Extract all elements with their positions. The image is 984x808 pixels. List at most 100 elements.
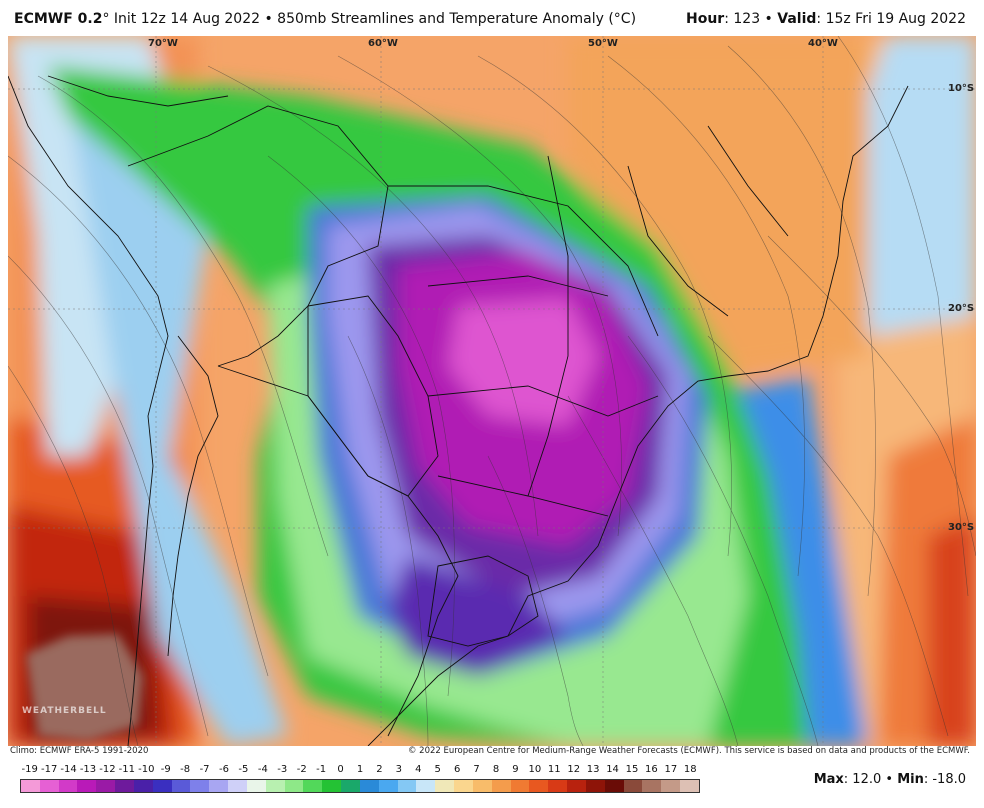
color-scale-tick-label: -4 [257, 764, 268, 775]
color-swatch [491, 780, 511, 792]
color-swatch [604, 780, 624, 792]
color-scale-tick-label: 8 [492, 764, 500, 775]
hour-label: Hour [686, 11, 725, 27]
color-swatch [303, 780, 323, 792]
weatherbell-logo: WEATHERBELL [22, 706, 107, 716]
color-scale-tick-label: -5 [238, 764, 249, 775]
color-scale-tick-label: 15 [625, 764, 639, 775]
color-swatch [21, 780, 40, 792]
degree-symbol: ° [102, 11, 110, 27]
color-swatch [322, 780, 342, 792]
color-swatch [435, 780, 455, 792]
lat-label-30s: 30°S [948, 522, 975, 533]
color-scale-tick-label: 11 [547, 764, 561, 775]
color-scale-tick-label: -19 [21, 764, 38, 775]
lat-label-20s: 20°S [948, 303, 975, 314]
color-scale-tick-label: 5 [434, 764, 441, 775]
color-scale-tick-label: 9 [512, 764, 519, 775]
color-scale-tick-label: 16 [645, 764, 658, 775]
valid-label: Valid [777, 11, 817, 27]
temperature-anomaly-map[interactable]: 70°W 60°W 50°W 40°W 10°S 20°S 30°S WEATH… [8, 36, 976, 746]
color-scale-tick-label: 1 [356, 764, 364, 775]
color-swatch [115, 780, 134, 792]
lon-label-60w: 60°W [368, 38, 398, 49]
max-label: Max [813, 772, 844, 787]
color-scale-tick-label: 12 [567, 764, 581, 775]
color-swatch [228, 780, 247, 792]
color-scale-tick-label: 17 [664, 764, 678, 775]
color-swatch [209, 780, 229, 792]
color-swatch [472, 780, 492, 792]
borders [8, 75, 909, 746]
color-swatch [661, 780, 680, 792]
color-scale-tick-label: -8 [180, 764, 191, 775]
lat-label-10s: 10°S [948, 83, 975, 94]
color-scale-tick-label: -7 [199, 764, 210, 775]
map-canvas [8, 36, 976, 746]
color-scale-tick-label: -17 [40, 764, 58, 775]
color-scale-tick-label: -11 [118, 764, 136, 775]
color-swatch [284, 780, 304, 792]
color-scale: -19 -17 -14 -13 -12 -11 -10 -9 -8 -7 -6 -5 -4 -3 -2 -1 0… [20, 762, 700, 802]
color-swatch [454, 780, 473, 792]
copyright-text: © 2022 European Centre for Medium-Range … [407, 746, 970, 756]
footer: Climo: ECMWF ERA-5 1991-2020 © 2022 Euro… [0, 746, 984, 758]
color-swatch [567, 780, 586, 792]
color-swatch [585, 780, 605, 792]
color-swatch [510, 780, 530, 792]
color-swatch [397, 780, 417, 792]
color-scale-tick-label: -13 [79, 764, 97, 775]
climo-source: Climo: ECMWF ERA-5 1991-2020 [10, 746, 149, 756]
color-scale-tick-label: -10 [138, 764, 155, 775]
color-swatch [623, 780, 643, 792]
color-scale-tick-label: 6 [453, 764, 461, 775]
color-swatch [246, 780, 266, 792]
max-min-readout: Max: 12.0 • Min: -18.0 [814, 772, 966, 787]
valid-time: Hour: 123 • Valid: 15z Fri 19 Aug 2022 [686, 11, 966, 27]
color-scale-tick-label: -9 [160, 764, 171, 775]
max-value: : 12.0 • [843, 772, 898, 787]
lon-label-40w: 40°W [808, 38, 838, 49]
color-swatch [529, 780, 549, 792]
header: ECMWF 0.2° Init 12z 14 Aug 2022 • 850mb … [0, 0, 984, 36]
color-scale-tick-label: 14 [606, 764, 619, 775]
color-scale-tick-label: -12 [99, 764, 116, 775]
init-text: Init 12z 14 Aug 2022 • 850mb Streamlines… [109, 11, 637, 27]
color-swatch [359, 780, 379, 792]
lon-label-70w: 70°W [148, 38, 178, 49]
color-swatch [679, 780, 699, 792]
color-scale-tick-label: 18 [683, 764, 697, 775]
color-swatch [265, 780, 285, 792]
color-swatch [190, 780, 210, 792]
color-scale-tick-label: -3 [277, 764, 288, 775]
color-scale-tick-label: 2 [376, 764, 383, 775]
color-scale-tick-label: 10 [528, 764, 542, 775]
color-swatch [171, 780, 191, 792]
color-scale-tick-label: 4 [415, 764, 422, 775]
color-swatch [39, 780, 59, 792]
color-swatch [77, 780, 97, 792]
color-scale-tick-label: 13 [586, 764, 600, 775]
color-scale-tick-label: 3 [395, 764, 403, 775]
color-swatch [58, 780, 78, 792]
color-swatch [642, 780, 662, 792]
color-scale-tick-label: 0 [337, 764, 344, 775]
hour-value: : 123 • [724, 11, 778, 27]
color-scale-swatches [20, 779, 700, 793]
min-value: : -18.0 [923, 772, 966, 787]
color-scale-tick-label: 7 [473, 764, 480, 775]
lon-label-50w: 50°W [588, 38, 618, 49]
model-name: ECMWF 0.2 [14, 11, 103, 27]
min-label: Min [897, 772, 924, 787]
color-scale-ticks: -19 -17 -14 -13 -12 -11 -10 -9 -8 -7 -6 -5 -4 -3 -2 -1 0… [20, 762, 700, 778]
map-title: ECMWF 0.2° Init 12z 14 Aug 2022 • 850mb … [14, 11, 636, 27]
color-swatch [378, 780, 398, 792]
streamlines [8, 36, 976, 746]
color-scale-tick-label: -1 [316, 764, 327, 775]
color-swatch [133, 780, 153, 792]
color-scale-tick-label: -14 [60, 764, 77, 775]
color-swatch [341, 780, 360, 792]
color-swatch [548, 780, 568, 792]
graticule [8, 36, 976, 746]
color-swatch [416, 780, 436, 792]
